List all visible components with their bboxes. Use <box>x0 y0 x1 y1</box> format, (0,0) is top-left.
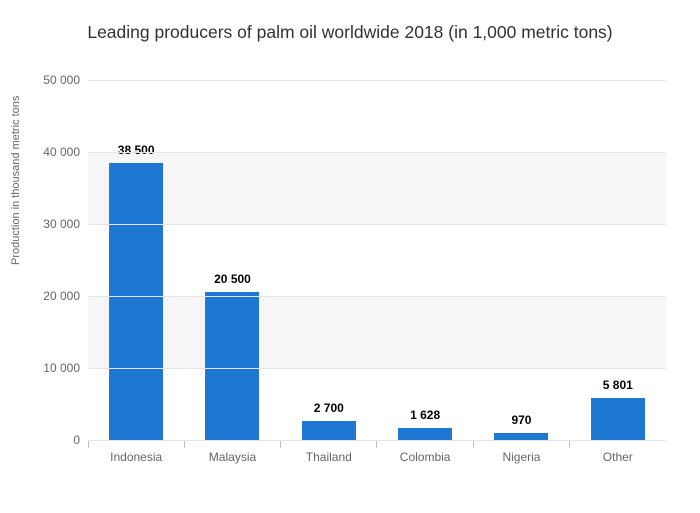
bars-group: 38 500Indonesia20 500Malaysia2 700Thaila… <box>88 80 666 440</box>
x-tick-label: Thailand <box>306 440 352 464</box>
bar-value-label: 1 628 <box>410 408 440 428</box>
x-tick-label: Other <box>603 440 633 464</box>
bar-value-label: 5 801 <box>603 378 633 398</box>
bar-slot: 5 801Other <box>570 80 666 440</box>
chart-title: Leading producers of palm oil worldwide … <box>0 22 700 43</box>
x-tick-label: Colombia <box>400 440 451 464</box>
bar-value-label: 20 500 <box>214 272 251 292</box>
y-tick-label: 30 000 <box>43 217 88 231</box>
y-tick-label: 20 000 <box>43 289 88 303</box>
bar-value-label: 2 700 <box>314 401 344 421</box>
bar-slot: 970Nigeria <box>473 80 569 440</box>
chart-container: Leading producers of palm oil worldwide … <box>0 0 700 513</box>
bar-slot: 38 500Indonesia <box>88 80 184 440</box>
y-tick-label: 40 000 <box>43 145 88 159</box>
bar-value-label: 970 <box>511 413 531 433</box>
x-tick-mark <box>184 440 185 448</box>
bar-slot: 2 700Thailand <box>281 80 377 440</box>
x-tick-label: Nigeria <box>502 440 540 464</box>
bar: 20 500 <box>206 292 260 440</box>
y-tick-label: 50 000 <box>43 73 88 87</box>
gridline <box>88 152 666 153</box>
gridline <box>88 368 666 369</box>
bar: 970 <box>495 433 549 440</box>
gridline <box>88 80 666 81</box>
x-tick-mark <box>280 440 281 448</box>
y-tick-label: 0 <box>73 433 88 447</box>
bar-slot: 20 500Malaysia <box>184 80 280 440</box>
x-tick-mark <box>473 440 474 448</box>
bar: 5 801 <box>591 398 645 440</box>
x-tick-label: Malaysia <box>209 440 256 464</box>
x-tick-label: Indonesia <box>110 440 162 464</box>
x-tick-mark <box>569 440 570 448</box>
x-tick-mark <box>376 440 377 448</box>
bar: 2 700 <box>302 421 356 440</box>
gridline <box>88 296 666 297</box>
y-tick-label: 10 000 <box>43 361 88 375</box>
y-axis-label: Production in thousand metric tons <box>10 96 22 265</box>
bar-slot: 1 628Colombia <box>377 80 473 440</box>
gridline <box>88 224 666 225</box>
gridline <box>88 440 666 441</box>
bar: 38 500 <box>109 163 163 440</box>
plot-area: 38 500Indonesia20 500Malaysia2 700Thaila… <box>88 80 666 440</box>
bar: 1 628 <box>398 428 452 440</box>
